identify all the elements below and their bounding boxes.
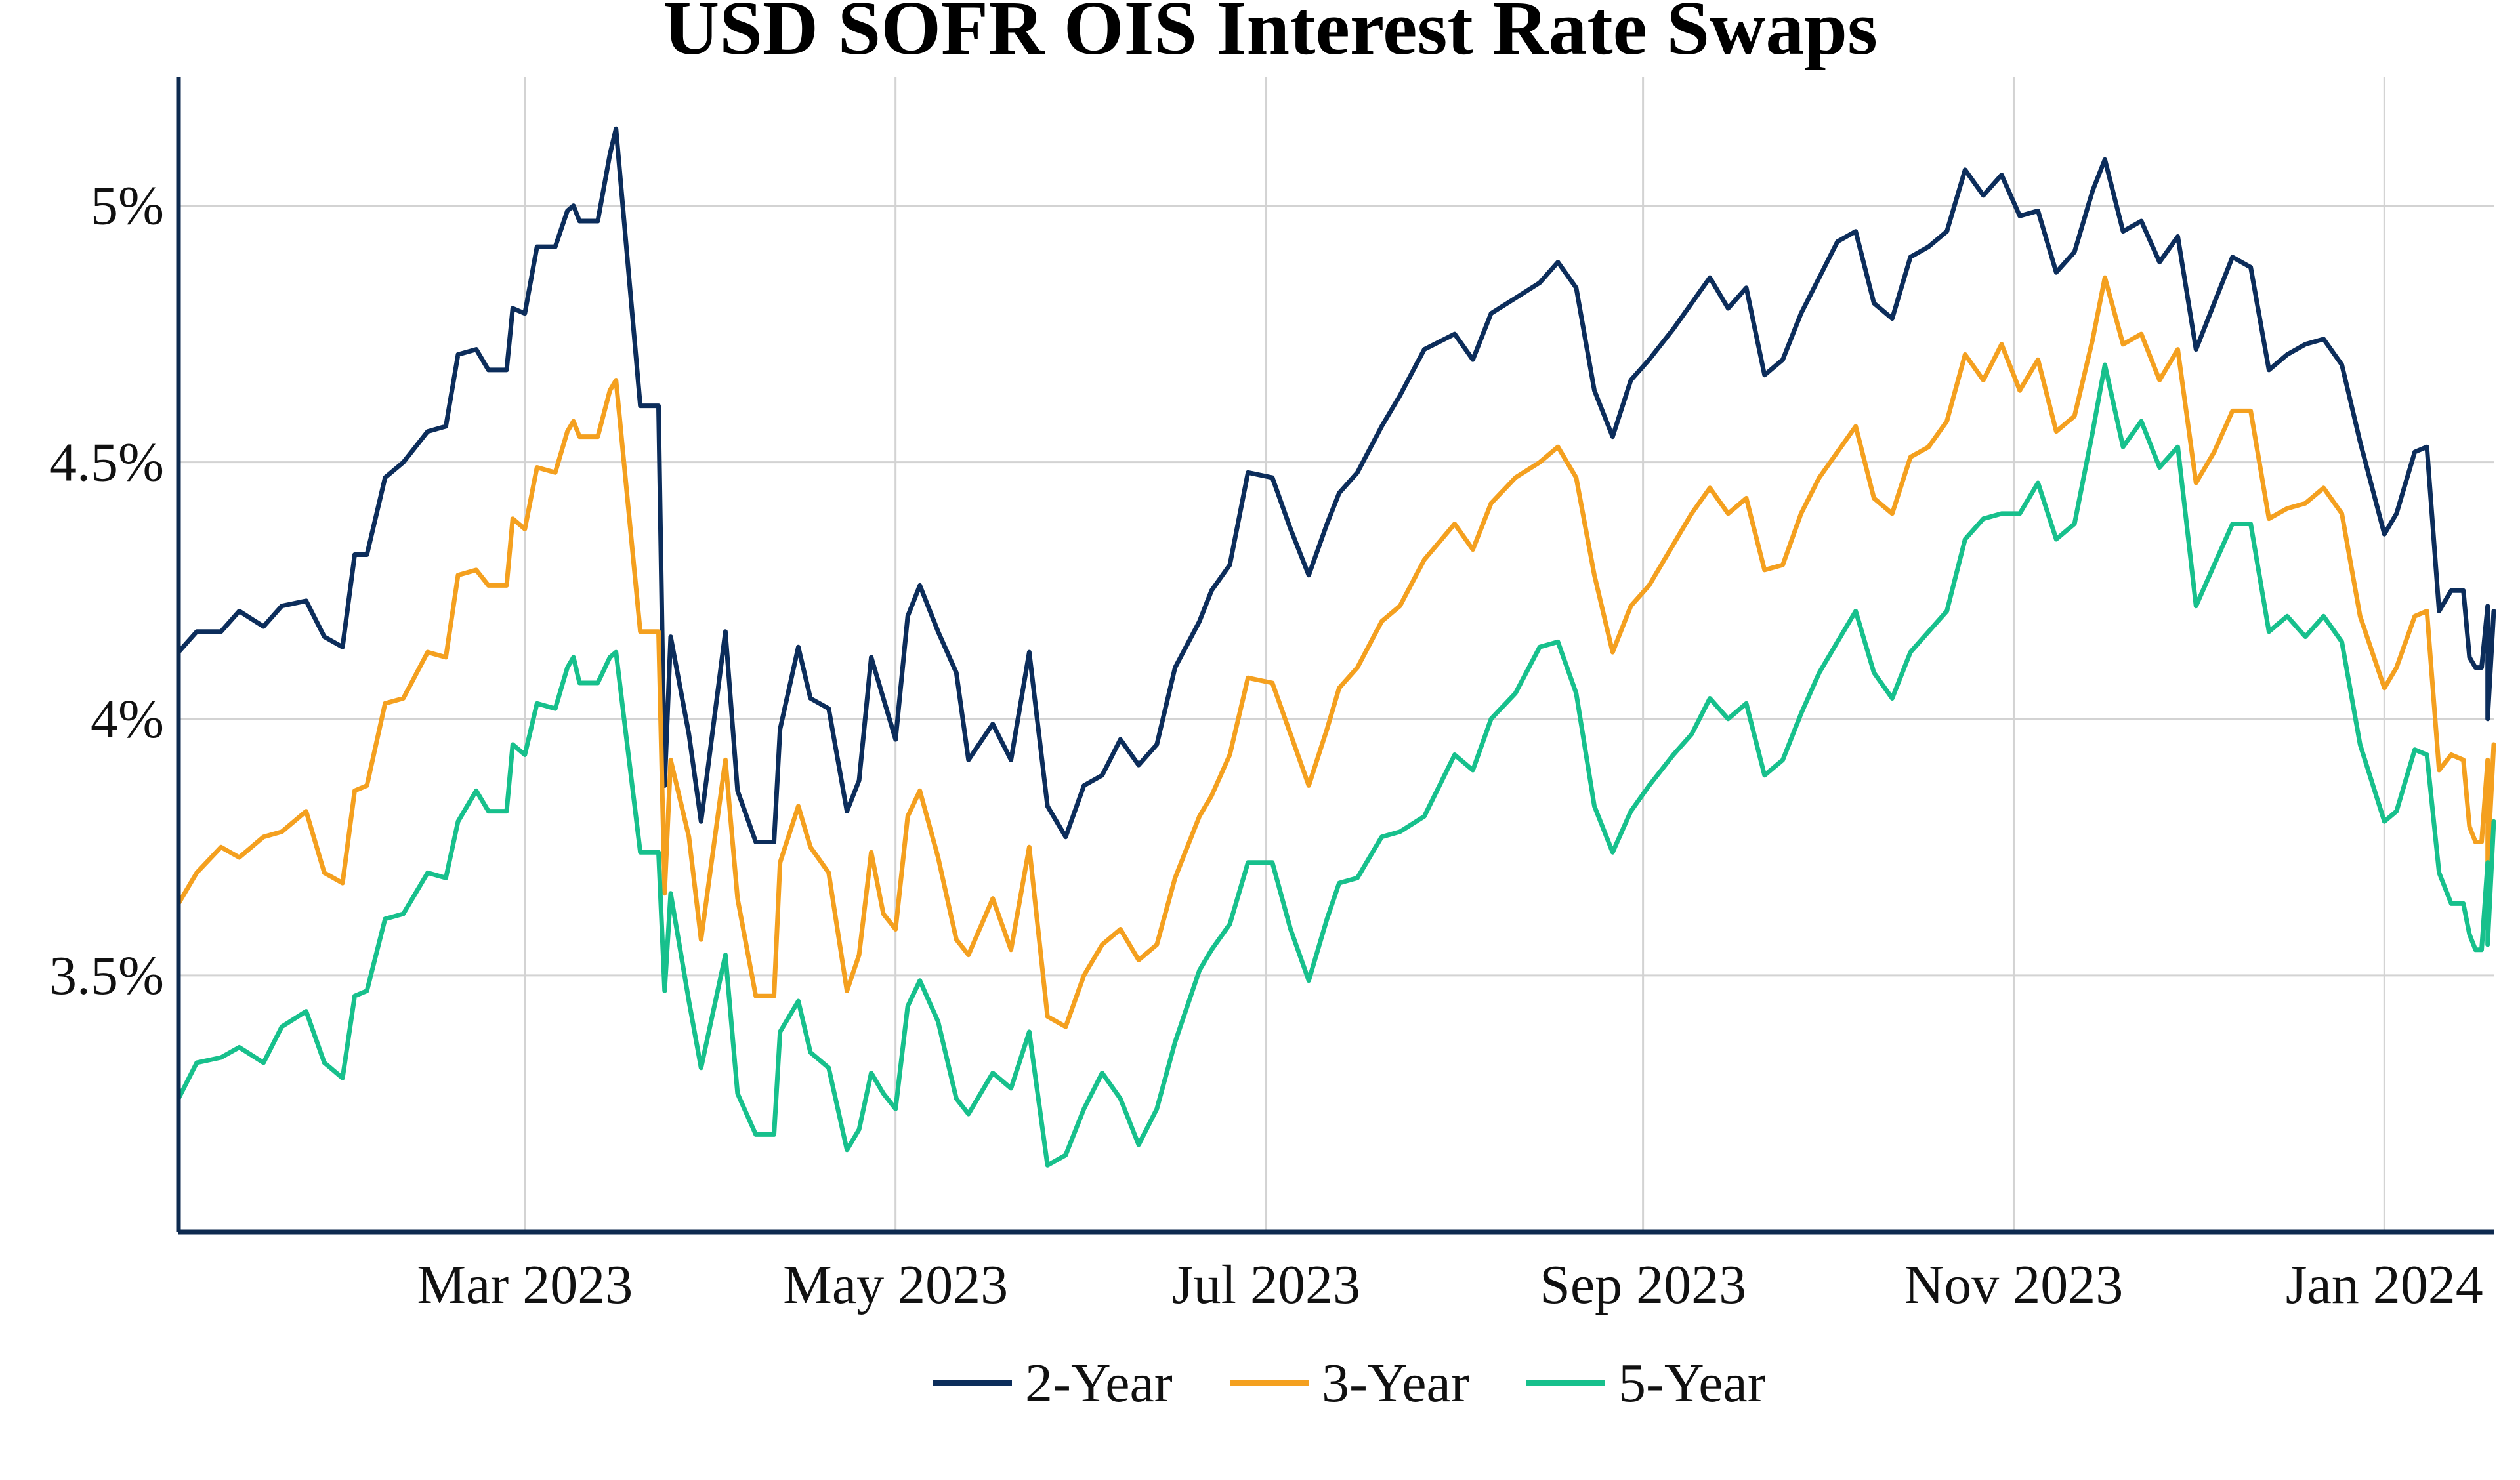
legend-label: 5-Year <box>1618 1353 1766 1414</box>
series-line-5-year <box>176 362 2496 1168</box>
x-tick-label: Mar 2023 <box>417 1254 633 1315</box>
x-tick-labels: Mar 2023 May 2023 Jul 2023 Sep 2023 Nov 2023… <box>417 1254 2483 1315</box>
grid <box>178 77 2494 1232</box>
x-tick-label: Sep 2023 <box>1540 1254 1746 1315</box>
y-tick-labels: 3.5% 4% 4.5% 5% <box>49 176 164 1006</box>
x-tick-label: Jan 2024 <box>2286 1254 2483 1315</box>
legend-label: 3-Year <box>1322 1353 1469 1414</box>
y-tick-label: 5% <box>91 176 164 237</box>
axes <box>176 77 2494 1235</box>
y-tick-label: 3.5% <box>49 945 164 1006</box>
series-line-2-year <box>176 126 2496 844</box>
x-tick-label: Jul 2023 <box>1172 1254 1360 1315</box>
chart-title: USD SOFR OIS Interest Rate Swaps <box>663 0 1878 71</box>
legend: 2-Year 3-Year 5-Year <box>933 1353 1766 1414</box>
y-tick-label: 4% <box>91 689 164 750</box>
y-tick-label: 4.5% <box>49 432 164 493</box>
x-tick-label: May 2023 <box>783 1254 1008 1315</box>
series-line-3-year <box>176 275 2496 1029</box>
series-lines <box>176 126 2496 1168</box>
x-tick-label: Nov 2023 <box>1904 1254 2124 1315</box>
legend-label: 2-Year <box>1025 1353 1173 1414</box>
